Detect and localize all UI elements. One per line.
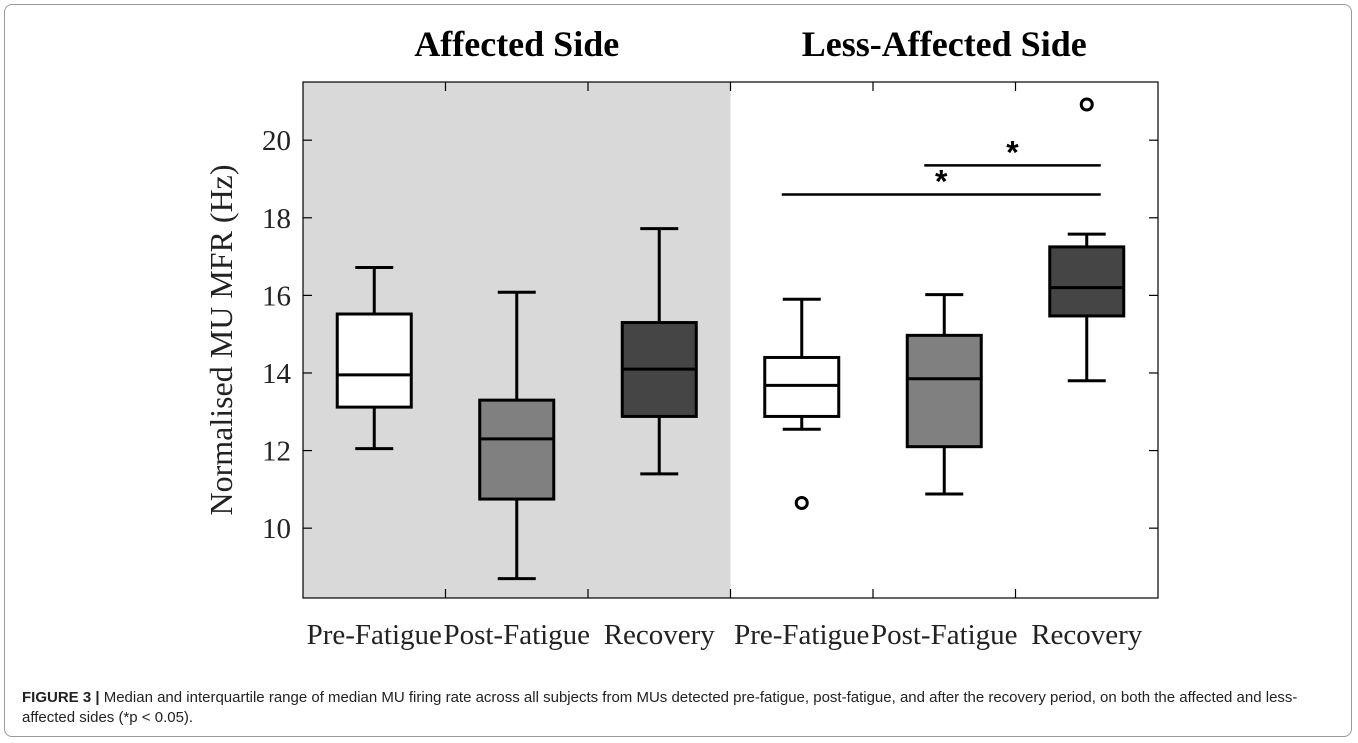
box-6 — [1048, 97, 1126, 383]
y-tick-label: 12 — [262, 436, 291, 468]
box-5 — [905, 293, 983, 496]
panel-title-2: Less-Affected Side — [802, 24, 1087, 64]
x-category-label: Recovery — [1031, 619, 1143, 651]
significance-marker-1: * — [935, 164, 948, 200]
box-1 — [335, 265, 413, 451]
y-tick-label: 10 — [262, 513, 291, 545]
box-3 — [620, 227, 698, 476]
x-category-label: Pre-Fatigue — [307, 619, 442, 651]
box-plot-chart: Affected Side Less-Affected Side 10 12 14 16… — [203, 24, 1159, 651]
box-iqr — [763, 355, 841, 418]
box-iqr — [478, 398, 556, 501]
box-2 — [478, 290, 556, 581]
panel-title-1: Affected Side — [414, 24, 619, 64]
y-tick-label: 16 — [262, 280, 291, 312]
caption-text: Median and interquartile range of median… — [22, 689, 1298, 726]
y-tick-label: 14 — [262, 358, 292, 390]
figure-caption: FIGURE 3 | Median and interquartile rang… — [22, 688, 1342, 728]
box-iqr — [335, 312, 413, 409]
x-category-label: Post-Fatigue — [871, 619, 1018, 651]
box-4 — [763, 297, 841, 510]
y-tick-label: 18 — [262, 203, 291, 235]
box-iqr — [1048, 245, 1126, 318]
significance-marker-2: * — [1006, 134, 1019, 170]
caption-label: FIGURE 3 | — [22, 689, 100, 706]
x-category-label: Pre-Fatigue — [734, 619, 869, 651]
x-category-label: Recovery — [604, 619, 716, 651]
box-iqr — [905, 333, 983, 449]
x-category-label: Post-Fatigue — [443, 619, 590, 651]
box-outlier — [794, 495, 809, 510]
box-outlier — [1079, 97, 1094, 112]
y-axis-label: Normalised MU MFR (Hz) — [203, 164, 239, 515]
y-tick-label: 20 — [262, 125, 291, 157]
